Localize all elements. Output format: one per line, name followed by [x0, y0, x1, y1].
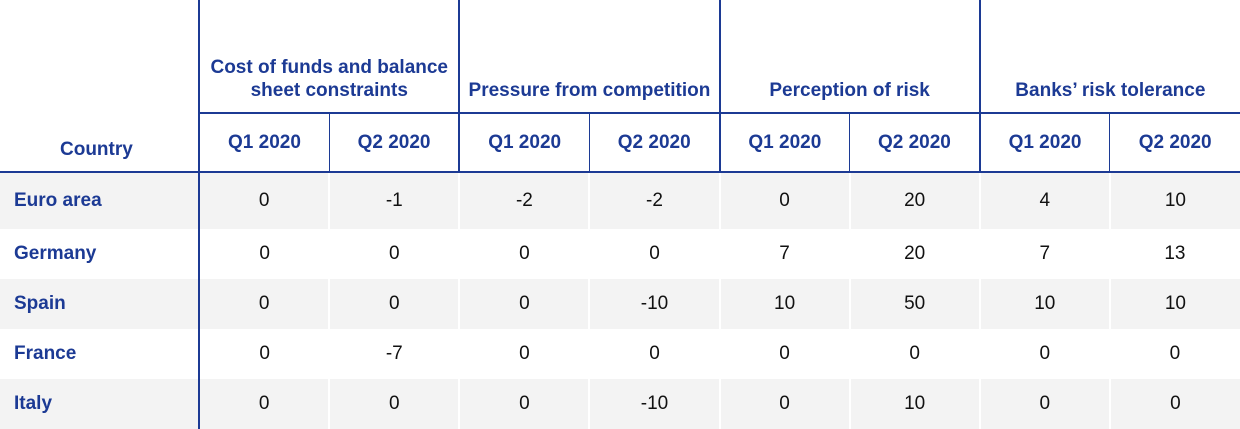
value-cell: 0 [519, 343, 530, 364]
quarter-header: Q2 2020 [849, 113, 980, 173]
value-cell: 0 [1169, 343, 1181, 364]
country-cell: Germany [14, 243, 97, 264]
table-row: France 0 -7 0 0 0 0 0 0 [0, 329, 1240, 379]
country-cell: Spain [0, 279, 200, 329]
value-cell: 13 [1164, 243, 1186, 264]
country-cell: Euro area [0, 172, 200, 229]
quarter-header: Q1 2020 [458, 113, 590, 173]
value-cell: 0 [779, 343, 790, 364]
value-cell: 0 [1039, 343, 1051, 364]
value-cell: 0 [1108, 379, 1240, 429]
table-row: Euro area 0 -1 -2 -2 0 20 4 10 [0, 172, 1240, 229]
group-header-risk-tolerance: Banks’ risk tolerance [978, 0, 1240, 114]
value-cell: -2 [458, 172, 590, 229]
value-cell: 0 [198, 329, 330, 379]
value-cell: -10 [588, 379, 720, 429]
value-cell: 0 [718, 172, 850, 229]
value-cell: 50 [848, 279, 980, 329]
table-row: Italy 0 0 0 -10 0 10 0 0 [0, 379, 1240, 429]
quarter-header: Q2 2020 [328, 113, 460, 173]
value-cell: 0 [198, 229, 330, 279]
group-header-cost-of-funds: Cost of funds and balance sheet constrai… [198, 0, 460, 114]
country-cell: France [14, 343, 77, 364]
quarter-header: Q2 2020 [588, 113, 720, 173]
value-cell: -7 [385, 343, 403, 364]
value-cell: 0 [328, 379, 460, 429]
value-cell: 10 [978, 279, 1110, 329]
value-cell: 0 [718, 379, 850, 429]
value-cell: 7 [779, 243, 790, 264]
value-cell: 0 [649, 343, 660, 364]
value-cell: 0 [328, 279, 460, 329]
value-cell: 0 [909, 343, 920, 364]
value-cell: 0 [458, 379, 590, 429]
value-cell: 10 [718, 279, 850, 329]
value-cell: 0 [389, 243, 400, 264]
value-cell: 10 [1108, 172, 1240, 229]
value-cell: 4 [978, 172, 1110, 229]
value-cell: 20 [848, 172, 980, 229]
value-cell: 0 [649, 243, 660, 264]
group-header-row: Country Cost of funds and balance sheet … [0, 0, 1240, 173]
country-header: Country [0, 0, 200, 173]
value-cell: 0 [978, 379, 1110, 429]
quarter-header: Q2 2020 [1109, 113, 1240, 173]
value-cell: 10 [1108, 279, 1240, 329]
value-cell: -1 [328, 172, 460, 229]
value-cell: 0 [198, 279, 330, 329]
value-cell: 0 [198, 172, 330, 229]
quarter-header: Q1 2020 [718, 113, 850, 173]
value-cell: 0 [458, 279, 590, 329]
table-row: Spain 0 0 0 -10 10 50 10 10 [0, 279, 1240, 329]
table-row: Germany 0 0 0 0 7 20 7 13 [0, 229, 1240, 279]
group-header-competition: Pressure from competition [458, 0, 720, 114]
value-cell: -10 [588, 279, 720, 329]
value-cell: 0 [198, 379, 330, 429]
country-cell: Italy [0, 379, 200, 429]
value-cell: 0 [519, 243, 530, 264]
value-cell: 7 [1039, 243, 1051, 264]
quarter-header-row: Q1 2020 Q2 2020 Q1 2020 Q2 2020 Q1 2020 … [0, 113, 1240, 173]
group-header-risk-perception: Perception of risk [718, 0, 980, 114]
value-cell: 20 [904, 243, 926, 264]
value-cell: 10 [848, 379, 980, 429]
quarter-header: Q1 2020 [978, 113, 1110, 173]
value-cell: -2 [588, 172, 720, 229]
quarter-header: Q1 2020 [198, 113, 330, 173]
